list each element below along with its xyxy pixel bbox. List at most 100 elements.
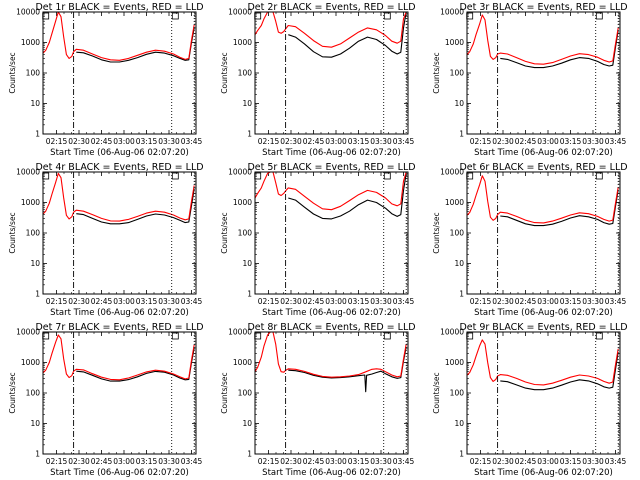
- x-axis-label: Start Time (06-Aug-06 02:07:20): [474, 148, 613, 158]
- chart-panel-7: Det 7r BLACK = Events, RED = LLD 1 10 100 10…: [8, 322, 204, 478]
- lld-series-line: [43, 12, 195, 61]
- y-tick-label: 1000: [21, 358, 40, 367]
- x-axis-label: Start Time (06-Aug-06 02:07:20): [474, 308, 613, 318]
- y-tick-label: 10: [30, 99, 40, 108]
- x-tick-label: 03:15: [560, 137, 582, 146]
- x-tick-label: 02:15: [258, 137, 280, 146]
- x-tick-label: 02:15: [46, 297, 68, 306]
- x-tick-label: 02:45: [303, 297, 325, 306]
- series-group: [255, 332, 407, 393]
- x-tick-label: 03:30: [370, 457, 392, 466]
- x-tick-label: 03:00: [113, 297, 135, 306]
- square-marker: [42, 12, 50, 20]
- x-tick-label: 02:15: [470, 137, 492, 146]
- y-tick-label: 10: [454, 419, 464, 428]
- x-tick-label: 02:15: [470, 457, 492, 466]
- y-tick-label: 10000: [440, 8, 464, 17]
- y-tick-label: 10000: [228, 8, 252, 17]
- x-tick-label: 03:00: [537, 297, 559, 306]
- y-tick-label: 1000: [21, 38, 40, 47]
- square-marker: [466, 172, 474, 180]
- x-tick-label: 03:30: [158, 457, 180, 466]
- square-marker: [171, 332, 179, 340]
- series-group: [43, 12, 195, 63]
- x-tick-label: 03:15: [560, 297, 582, 306]
- x-tick-label: 03:30: [158, 137, 180, 146]
- y-tick-label: 10000: [16, 168, 40, 177]
- x-tick-label: 02:15: [46, 137, 68, 146]
- x-tick-label: 03:45: [605, 137, 627, 146]
- y-tick-label: 1000: [233, 358, 252, 367]
- square-marker: [254, 172, 262, 180]
- y-tick-label: 10000: [440, 168, 464, 177]
- chart-title: Det 6r BLACK = Events, RED = LLD: [459, 162, 627, 173]
- y-tick-label: 10: [242, 259, 252, 268]
- y-axis-label: Counts/sec: [220, 372, 229, 413]
- y-tick-label: 1: [35, 130, 40, 139]
- y-tick-label: 1000: [445, 358, 464, 367]
- chart-panel-9: Det 9r BLACK = Events, RED = LLD 1 10 100 10…: [432, 322, 628, 478]
- series-group: [43, 172, 195, 225]
- series-group: [255, 12, 407, 58]
- lld-series-line: [255, 12, 407, 48]
- y-axis-label: Counts/sec: [8, 212, 17, 253]
- x-tick-label: 03:30: [582, 457, 604, 466]
- x-tick-label: 03:00: [325, 457, 347, 466]
- x-tick-label: 03:45: [393, 137, 415, 146]
- series-group: [467, 14, 619, 69]
- square-marker: [171, 12, 179, 20]
- x-tick-label: 02:30: [280, 137, 302, 146]
- y-tick-label: 1000: [445, 38, 464, 47]
- y-tick-label: 1000: [233, 38, 252, 47]
- x-tick-label: 02:45: [91, 297, 113, 306]
- lld-series-line: [467, 14, 619, 65]
- x-tick-label: 02:30: [492, 457, 514, 466]
- x-tick-label: 03:00: [113, 137, 135, 146]
- y-tick-label: 100: [26, 69, 41, 78]
- square-marker: [42, 332, 50, 340]
- y-tick-label: 100: [238, 389, 253, 398]
- chart-title: Det 7r BLACK = Events, RED = LLD: [35, 322, 203, 333]
- x-axis-label: Start Time (06-Aug-06 02:07:20): [50, 308, 189, 318]
- square-marker: [254, 12, 262, 20]
- y-tick-label: 1000: [445, 198, 464, 207]
- x-tick-label: 02:30: [280, 297, 302, 306]
- plot-frame: [254, 331, 409, 455]
- y-tick-label: 1: [459, 450, 464, 459]
- x-tick-label: 03:15: [136, 137, 158, 146]
- y-tick-label: 1: [247, 290, 252, 299]
- x-tick-label: 03:45: [181, 137, 203, 146]
- x-tick-label: 02:30: [68, 137, 90, 146]
- events-series-line: [288, 173, 407, 220]
- x-tick-label: 02:45: [303, 137, 325, 146]
- y-axis-label: Counts/sec: [432, 52, 441, 93]
- x-tick-label: 02:30: [492, 297, 514, 306]
- plot-frame: [42, 331, 197, 455]
- x-tick-label: 03:45: [605, 457, 627, 466]
- x-tick-label: 02:45: [91, 137, 113, 146]
- y-axis-label: Counts/sec: [8, 52, 17, 93]
- chart-title: Det 1r BLACK = Events, RED = LLD: [35, 2, 203, 13]
- x-tick-label: 03:15: [560, 457, 582, 466]
- y-tick-label: 100: [450, 69, 465, 78]
- x-tick-label: 02:45: [303, 457, 325, 466]
- chart-panel-3: Det 3r BLACK = Events, RED = LLD 1 10 100 10…: [432, 2, 628, 158]
- chart-title: Det 4r BLACK = Events, RED = LLD: [35, 162, 203, 173]
- y-tick-label: 100: [450, 229, 465, 238]
- chart-panel-8: Det 8r BLACK = Events, RED = LLD 1 10 100 10…: [220, 322, 416, 478]
- x-tick-label: 03:30: [158, 297, 180, 306]
- lld-series-line: [43, 334, 195, 381]
- y-tick-label: 10: [242, 99, 252, 108]
- x-tick-label: 02:45: [515, 137, 537, 146]
- chart-title: Det 3r BLACK = Events, RED = LLD: [459, 2, 627, 13]
- x-tick-label: 03:45: [181, 297, 203, 306]
- lld-series-line: [43, 172, 195, 222]
- plot-frame: [466, 171, 621, 295]
- y-tick-label: 100: [238, 69, 253, 78]
- chart-title: Det 8r BLACK = Events, RED = LLD: [247, 322, 415, 333]
- x-axis-label: Start Time (06-Aug-06 02:07:20): [50, 468, 189, 478]
- x-tick-label: 02:30: [492, 137, 514, 146]
- chart-title: Det 5r BLACK = Events, RED = LLD: [247, 162, 415, 173]
- square-marker: [383, 172, 391, 180]
- x-tick-label: 02:15: [470, 297, 492, 306]
